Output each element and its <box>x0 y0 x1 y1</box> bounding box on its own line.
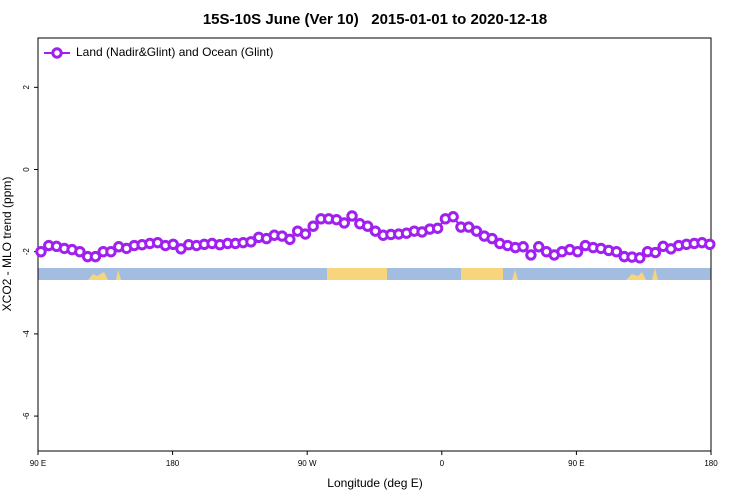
x-tick-label: 90 E <box>568 459 584 468</box>
data-point <box>486 232 498 245</box>
x-axis-label: Longitude (deg E) <box>327 476 422 490</box>
data-point <box>517 241 529 253</box>
x-tick-label: 0 <box>440 459 445 468</box>
data-point <box>167 238 179 250</box>
x-tick-label: 90 E <box>30 459 46 468</box>
y-tick-label: 0 <box>22 167 31 172</box>
data-point <box>525 249 537 261</box>
y-tick-label: 2 <box>22 85 31 90</box>
y-axis-label: XCO2 - MLO trend (ppm) <box>0 177 14 312</box>
data-point <box>35 245 47 258</box>
data-point <box>634 252 646 264</box>
data-point <box>470 225 483 237</box>
data-point <box>74 245 86 258</box>
surface-strip <box>38 268 711 280</box>
x-tick-label: 180 <box>704 459 718 468</box>
data-point <box>307 220 319 232</box>
data-point <box>299 228 312 240</box>
data-point <box>704 238 716 250</box>
data-point <box>447 211 459 223</box>
data-point <box>533 241 545 253</box>
legend-marker <box>51 47 63 59</box>
legend-label: Land (Nadir&Glint) and Ocean (Glint) <box>76 45 273 59</box>
data-point <box>431 222 444 234</box>
data-point <box>284 233 296 246</box>
data-point <box>649 246 662 259</box>
x-tick-label: 90 W <box>298 459 317 468</box>
data-point <box>361 220 374 232</box>
data-point <box>245 236 257 248</box>
data-point <box>346 210 358 222</box>
data-point <box>571 245 584 258</box>
data-point <box>105 245 117 258</box>
data-point <box>338 217 350 229</box>
data-point <box>89 250 102 263</box>
chart-title: 15S-10S June (Ver 10) 2015-01-01 to 2020… <box>203 11 547 28</box>
y-tick-label: -6 <box>22 412 31 420</box>
data-point <box>610 245 623 258</box>
y-tick-label: -2 <box>22 248 31 256</box>
x-tick-label: 180 <box>166 459 180 468</box>
y-tick-label: -4 <box>22 330 31 338</box>
